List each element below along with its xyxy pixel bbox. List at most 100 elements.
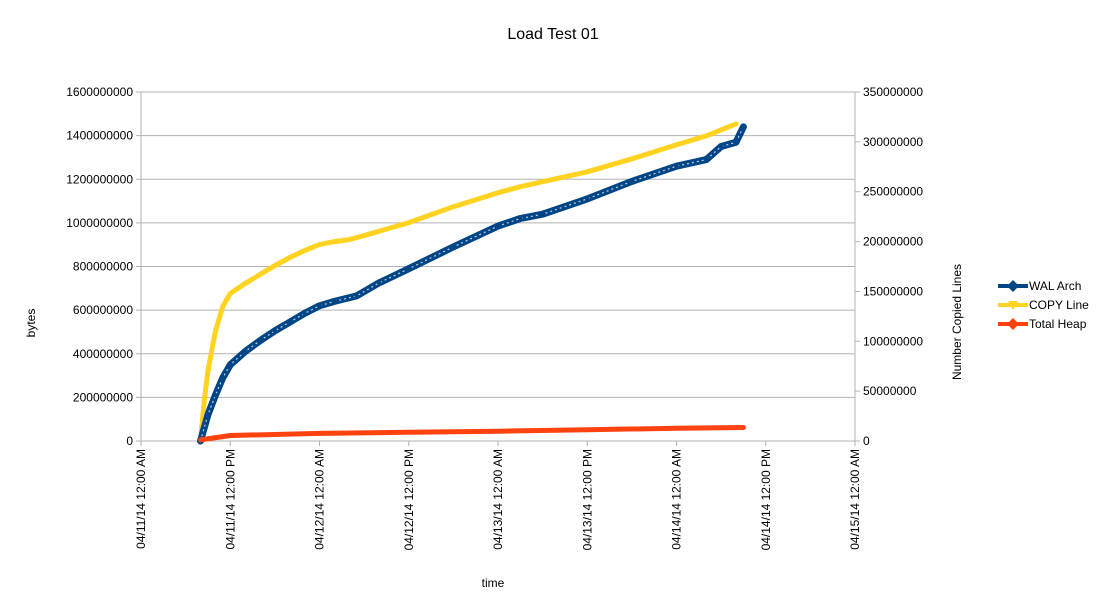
y2-tick-label-7: 350000000: [863, 85, 923, 99]
legend-item-total-heap: Total Heap: [998, 317, 1087, 331]
point-copy-line-20: [585, 169, 590, 174]
legend-marker-total-heap: [1007, 318, 1019, 330]
series-line-total-heap: [198, 425, 746, 443]
x-tick-label-6: 04/14/14 12:00 AM: [670, 449, 684, 550]
legend-label-wal-arch: WAL Arch: [1029, 279, 1081, 293]
point-wal-arch-21: [674, 164, 679, 169]
y2-tick-label-5: 250000000: [863, 185, 923, 199]
y2-tick-label-2: 100000000: [863, 334, 923, 348]
point-copy-line-6: [242, 281, 248, 286]
point-wal-arch-22: [704, 157, 709, 162]
point-wal-arch-9: [302, 311, 307, 316]
x-tick-label-2: 04/12/14 12:00 AM: [313, 449, 327, 550]
y2-axis-ticks: 0 50000000 100000000 150000000 200000000 2500…: [855, 85, 923, 448]
point-wal-arch-1: [205, 412, 211, 417]
y-tick-label-8: 1600000000: [66, 85, 133, 99]
x-tick-label-1: 04/11/14 12:00 PM: [223, 449, 237, 550]
point-wal-arch-11: [332, 299, 337, 304]
y2-tick-label-0: 0: [863, 434, 870, 448]
legend: WAL Arch COPY Line Total Heap: [998, 279, 1089, 331]
y-tick-label-4: 800000000: [73, 260, 133, 274]
point-copy-line-13: [347, 237, 352, 242]
point-wal-arch-13: [376, 280, 382, 286]
point-copy-line-17: [495, 190, 501, 195]
y-axis-ticks: 0 200000000 400000000 600000000 800000000 100…: [66, 85, 141, 448]
point-wal-arch-3: [220, 375, 225, 380]
series-layer: [197, 121, 747, 445]
point-total-heap-1: [228, 433, 233, 438]
x-axis-ticks: 04/11/14 12:00 AM 04/11/14 12:00 PM 04/12/…: [134, 441, 862, 550]
point-wal-arch-5: [242, 349, 248, 354]
point-wal-arch-8: [287, 319, 292, 325]
legend-label-total-heap: Total Heap: [1029, 317, 1087, 331]
x-tick-label-8: 04/15/14 12:00 AM: [848, 449, 862, 550]
point-copy-line-18: [518, 184, 523, 189]
legend-item-copy-line: COPY Line: [998, 298, 1089, 312]
point-total-heap-5: [585, 427, 590, 432]
y2-axis-title: Number Copied Lines: [950, 264, 964, 380]
gridlines: [141, 91, 855, 442]
point-wal-arch-6: [257, 338, 263, 343]
legend-marker-wal-arch: [1007, 280, 1019, 292]
point-wal-arch-17: [518, 216, 523, 221]
y-axis-title: bytes: [24, 309, 38, 338]
x-axis-title: time: [482, 576, 505, 590]
y2-tick-label-4: 200000000: [863, 235, 923, 249]
point-copy-line-15: [406, 220, 411, 225]
legend-marker-copy-line: [1008, 301, 1018, 310]
point-wal-arch-18: [540, 212, 545, 217]
point-wal-arch-19: [585, 196, 590, 202]
legend-item-wal-arch: WAL Arch: [998, 279, 1081, 293]
y-tick-label-7: 1400000000: [66, 129, 133, 143]
point-copy-line-22: [674, 142, 679, 147]
x-tick-label-7: 04/14/14 12:00 PM: [759, 449, 773, 550]
point-copy-line-23: [704, 133, 709, 139]
point-wal-arch-2: [213, 393, 218, 398]
x-tick-label-0: 04/11/14 12:00 AM: [134, 449, 148, 549]
point-copy-line-12: [332, 239, 337, 244]
point-copy-line-1: [202, 398, 207, 404]
series-line-texture-wal-arch: [199, 126, 744, 442]
point-wal-arch-7: [272, 328, 278, 333]
y-tick-label-2: 400000000: [73, 347, 133, 361]
point-copy-line-19: [540, 179, 545, 184]
point-copy-line-11: [317, 242, 322, 247]
point-wal-arch-15: [451, 244, 456, 250]
y2-tick-label-3: 150000000: [863, 284, 923, 298]
x-tick-label-4: 04/13/14 12:00 AM: [491, 449, 505, 550]
y-tick-label-6: 1200000000: [66, 172, 133, 186]
point-total-heap-3: [406, 430, 411, 435]
point-total-heap-0: [198, 437, 203, 443]
point-total-heap-7: [741, 425, 746, 430]
y-tick-label-1: 200000000: [73, 390, 133, 404]
point-copy-line-14: [361, 233, 367, 238]
point-total-heap-2: [317, 431, 322, 436]
series-total-heap: [198, 425, 746, 443]
y-tick-label-0: 0: [126, 434, 133, 448]
series-line-wal-arch: [197, 123, 747, 445]
point-copy-line-9: [287, 255, 292, 260]
legend-label-copy-line: COPY Line: [1029, 298, 1089, 312]
chart-title: Load Test 01: [507, 26, 598, 43]
point-copy-line-4: [220, 304, 225, 309]
point-copy-line-10: [302, 248, 307, 253]
point-wal-arch-20: [629, 179, 635, 184]
point-copy-line-5: [228, 291, 233, 296]
series-wal-arch: [197, 123, 747, 445]
point-copy-line-21: [629, 156, 635, 161]
y-tick-label-3: 600000000: [73, 303, 133, 317]
point-total-heap-4: [495, 429, 501, 434]
point-copy-line-24: [733, 121, 739, 127]
point-copy-line-8: [272, 263, 278, 268]
point-copy-line-7: [257, 272, 263, 277]
point-copy-line-2: [205, 369, 211, 374]
y-tick-label-5: 1000000000: [66, 216, 133, 230]
point-wal-arch-4: [228, 362, 233, 367]
point-wal-arch-12: [354, 293, 359, 299]
point-total-heap-6: [674, 426, 679, 431]
y2-tick-label-6: 300000000: [863, 135, 923, 149]
point-wal-arch-14: [406, 266, 411, 271]
point-wal-arch-10: [317, 303, 322, 308]
point-wal-arch-16: [495, 223, 501, 229]
